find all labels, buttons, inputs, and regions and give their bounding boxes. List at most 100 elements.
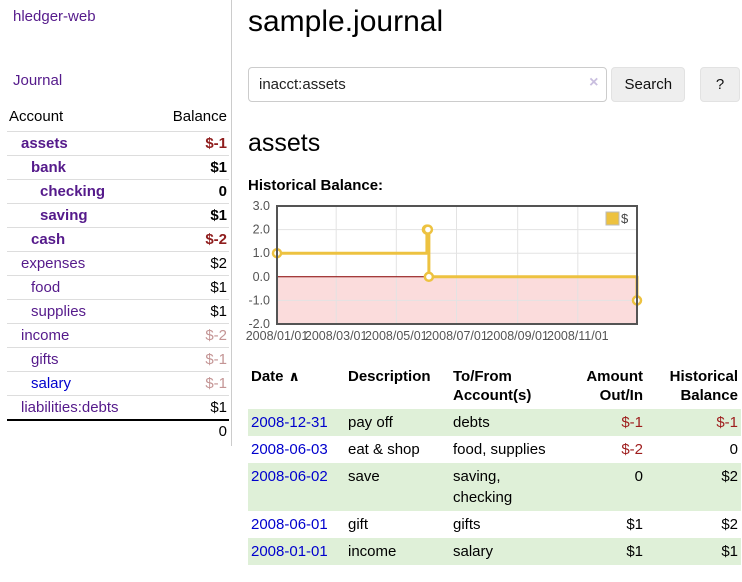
accounts-table-header-row: Account Balance	[7, 104, 229, 132]
account-balance: $1	[153, 395, 229, 420]
account-balance: $-2	[153, 323, 229, 348]
account-heading: assets	[248, 129, 321, 157]
sidebar-item-journal[interactable]: Journal	[13, 72, 63, 89]
legend-swatch	[605, 211, 620, 226]
balance-column-header: Balance	[172, 108, 227, 125]
x-tick-label: 2008/11/01	[547, 329, 609, 343]
register-table: Date ∧ Description To/From Account(s) Amo…	[248, 365, 741, 565]
transaction-date: 2008-06-03	[248, 436, 345, 463]
account-row: liabilities:debts $1	[7, 395, 229, 420]
account-link[interactable]: supplies	[31, 303, 87, 320]
transaction-amount: $1	[626, 543, 643, 560]
transaction-date-link[interactable]: 2008-12-31	[251, 414, 328, 431]
chart-title: Historical Balance:	[248, 177, 384, 194]
transaction-balance: 0	[729, 441, 738, 458]
account-link[interactable]: saving	[40, 207, 88, 224]
account-link[interactable]: gifts	[31, 351, 59, 368]
y-tick-label: 0.0	[253, 270, 270, 284]
accounts-table: Account Balance assets $-1 bank $1 checking 0…	[7, 104, 229, 442]
legend-label: $	[621, 211, 629, 226]
account-row: bank $1	[7, 155, 229, 180]
y-tick-label: 3.0	[253, 199, 270, 213]
search-form: × Search ?	[248, 67, 740, 102]
account-row: supplies $1	[7, 299, 229, 324]
transaction-accounts: food, supplies	[453, 441, 546, 458]
transaction-amount: $-1	[621, 414, 643, 431]
historical-balance-chart[interactable]: $3.0 2.0 1.0 0.0 -1.0 -2.0 2008/01/01 2008/03/0…	[246, 199, 740, 345]
transaction-row: 2008-01-01 income salary $1 $1	[248, 538, 741, 565]
account-link[interactable]: cash	[31, 231, 66, 248]
account-link[interactable]: salary	[31, 375, 72, 392]
transaction-description: pay off	[348, 414, 393, 431]
y-tick-label: -2.0	[248, 317, 270, 331]
transaction-date: 2008-06-02	[248, 463, 345, 511]
balance-column-header: Historical Balance	[669, 368, 738, 404]
search-button[interactable]: Search	[611, 67, 686, 102]
transaction-accounts: saving, checking	[453, 468, 513, 506]
y-tick-label: 2.0	[253, 223, 270, 237]
account-link[interactable]: income	[21, 327, 70, 344]
account-link[interactable]: expenses	[21, 255, 86, 272]
x-tick-label: 2008/09/01	[486, 329, 549, 343]
account-balance: $-1	[153, 371, 229, 396]
accounts-total-value: 0	[153, 419, 229, 442]
accounts-total-row: 0	[7, 419, 229, 442]
data-point-marker	[423, 271, 435, 283]
transaction-balance: $2	[721, 468, 738, 485]
transaction-date-link[interactable]: 2008-06-02	[251, 468, 328, 485]
y-tick-label: -1.0	[248, 293, 270, 307]
account-link[interactable]: liabilities:debts	[21, 399, 119, 416]
transaction-date: 2008-01-01	[248, 538, 345, 565]
account-balance: 0	[153, 179, 229, 204]
account-row: saving $1	[7, 203, 229, 228]
account-balance: $-2	[153, 227, 229, 252]
account-row: cash $-2	[7, 227, 229, 252]
account-link[interactable]: bank	[31, 159, 67, 176]
transaction-balance: $2	[721, 516, 738, 533]
transaction-date-link[interactable]: 2008-01-01	[251, 543, 328, 560]
account-row: income $-2	[7, 323, 229, 348]
transaction-amount: $1	[626, 516, 643, 533]
main-content: sample.journal × Search ? assets Histori…	[246, 0, 741, 565]
date-column-header[interactable]: Date ∧	[251, 368, 300, 385]
transaction-amount: $-2	[621, 441, 643, 458]
account-row: food $1	[7, 275, 229, 300]
transaction-date: 2008-12-31	[248, 409, 345, 436]
transaction-date: 2008-06-01	[248, 511, 345, 538]
description-column-header: Description	[348, 368, 431, 385]
data-point-marker	[422, 224, 434, 235]
account-column-header: Account	[9, 108, 64, 125]
transaction-date-link[interactable]: 2008-06-03	[251, 441, 328, 458]
transaction-description: eat & shop	[348, 441, 420, 458]
account-balance: $2	[153, 251, 229, 276]
account-balance: $1	[153, 203, 229, 228]
account-row: checking 0	[7, 179, 229, 204]
transaction-row: 2008-06-01 gift gifts $1 $2	[248, 511, 741, 538]
account-balance: $-1	[153, 347, 229, 372]
app-title-link[interactable]: hledger-web	[13, 8, 96, 25]
register-header-row: Date ∧ Description To/From Account(s) Amo…	[248, 365, 741, 409]
y-tick-label: 1.0	[253, 246, 270, 260]
transaction-balance: $-1	[716, 414, 738, 431]
transaction-date-link[interactable]: 2008-06-01	[251, 516, 328, 533]
transaction-description: gift	[348, 516, 369, 533]
account-link[interactable]: food	[31, 279, 61, 296]
sidebar: hledger-web Journal Account Balance asse…	[0, 0, 232, 446]
account-row: salary $-1	[7, 371, 229, 396]
clear-search-icon[interactable]: ×	[589, 74, 599, 91]
account-row: gifts $-1	[7, 347, 229, 372]
account-balance: $1	[153, 155, 229, 180]
x-tick-label: 2008/05/01	[365, 329, 428, 343]
x-tick-label: 2008/07/01	[425, 329, 488, 343]
account-row: expenses $2	[7, 251, 229, 276]
transaction-description: save	[348, 468, 380, 485]
transaction-amount: 0	[634, 468, 643, 485]
search-input[interactable]	[248, 67, 608, 102]
account-link[interactable]: assets	[21, 135, 68, 152]
transaction-accounts: gifts	[453, 516, 481, 533]
plot-border	[276, 205, 638, 325]
account-row: assets $-1	[7, 131, 229, 156]
transaction-accounts: salary	[453, 543, 494, 560]
account-link[interactable]: checking	[40, 183, 106, 200]
help-button[interactable]: ?	[700, 67, 740, 102]
